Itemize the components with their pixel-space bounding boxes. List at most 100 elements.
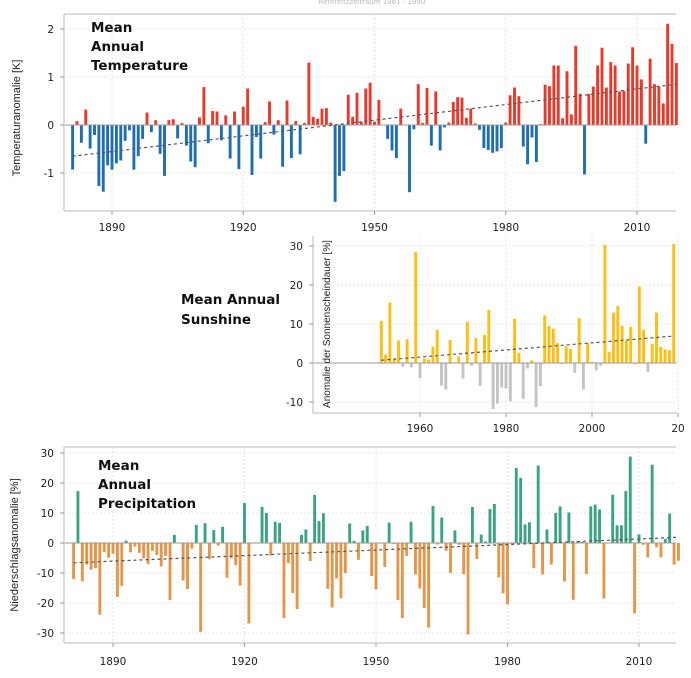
precipitation-trend [64,536,679,564]
temperature-title-line-2: Annual [91,39,144,55]
bar-temperature-1992 [556,65,560,125]
bar-temperature-1929 [281,125,285,167]
x-tick-label: 2000 [579,423,606,435]
bar-sunshine-1955 [397,340,400,363]
bar-precipitation-1917 [229,543,233,558]
bar-temperature-1986 [530,125,534,138]
bar-sunshine-2016 [659,347,663,363]
x-tick-label: 2010 [626,656,653,668]
bar-precipitation-1903 [168,543,172,600]
x-tick-label: 20 [671,423,684,435]
bar-sunshine-2010 [633,363,637,365]
bar-precipitation-1990 [549,543,553,565]
bar-temperature-1989 [543,84,547,125]
bar-sunshine-2013 [646,363,650,372]
bar-temperature-1958 [408,125,411,193]
bar-temperature-1978 [495,125,499,152]
bar-temperature-1910 [198,117,201,125]
bar-sunshine-2018 [667,350,671,363]
bar-precipitation-1898 [146,543,150,564]
bar-temperature-1907 [184,125,188,146]
bar-temperature-1909 [193,125,197,168]
bar-temperature-1930 [285,100,289,125]
y-tick-label: 2 [47,24,54,36]
bar-temperature-1975 [482,125,486,149]
bar-precipitation-1970 [462,543,466,575]
bar-precipitation-1901 [159,543,163,567]
bar-precipitation-1961 [422,543,426,609]
bar-temperature-1996 [574,45,578,125]
bar-sunshine-1961 [422,358,426,363]
bar-sunshine-1960 [418,363,422,379]
x-tick-label: 1980 [494,656,521,668]
x-tick-label: 1920 [230,222,257,234]
bar-temperature-1881 [71,125,75,170]
bar-temperature-1936 [311,116,315,125]
sunshine-grid [313,236,679,413]
bar-temperature-2006 [618,91,621,125]
bar-temperature-1890 [110,125,114,170]
bar-precipitation-2015 [659,543,663,558]
bar-sunshine-2000 [590,361,594,363]
bar-precipitation-1973 [475,543,479,559]
bar-temperature-1919 [237,125,241,170]
bar-temperature-1999 [587,93,591,125]
bar-temperature-1945 [351,116,355,125]
bar-temperature-1991 [552,65,556,125]
y-tick-label: -30 [37,628,54,640]
bar-precipitation-1897 [142,543,146,559]
bar-precipitation-2004 [611,494,615,543]
y-tick-label: -10 [286,397,303,409]
bar-temperature-1898 [145,112,149,125]
bar-precipitation-1952 [383,543,387,567]
bar-sunshine-1962 [427,359,431,363]
bar-sunshine-2001 [594,363,598,371]
precipitation-title-line-3: Precipitation [98,496,196,512]
bar-precipitation-1964 [435,543,439,545]
bar-precipitation-1930 [286,543,290,564]
bar-temperature-1903 [167,120,171,125]
bar-precipitation-1945 [352,540,356,543]
bar-temperature-1884 [84,109,88,125]
bar-sunshine-1982 [513,318,517,363]
bar-temperature-1954 [390,125,394,151]
y-tick-label: 10 [41,508,54,520]
bar-temperature-1968 [451,101,455,125]
bar-precipitation-1928 [278,522,282,543]
x-tick-label: 1890 [99,222,126,234]
bar-precipitation-1974 [479,534,483,543]
bar-sunshine-1964 [435,329,439,363]
bar-precipitation-1931 [291,543,295,594]
bar-precipitation-1933 [300,534,303,543]
bar-precipitation-1944 [348,523,352,543]
bar-sunshine-1973 [474,338,478,363]
bar-temperature-1970 [460,97,464,125]
bar-precipitation-1950 [374,543,378,590]
bar-precipitation-2005 [615,525,619,543]
bar-precipitation-1919 [238,543,242,586]
bar-precipitation-1925 [264,513,268,543]
bar-temperature-2015 [657,86,661,125]
bar-precipitation-1994 [567,512,571,543]
bar-temperature-1889 [106,125,110,166]
bar-precipitation-1914 [216,543,220,546]
bar-temperature-1997 [578,93,582,125]
bar-precipitation-2012 [646,543,650,558]
bar-precipitation-1959 [414,543,417,575]
bar-sunshine-1952 [384,354,388,363]
sunshine-title-line-1: Mean Annual [181,292,280,308]
bar-precipitation-1907 [186,543,189,589]
bar-temperature-1967 [447,122,451,125]
bar-sunshine-2012 [642,329,646,363]
sunshine-axes: -10 0 10 20 30 1960 1980 2000 20 [286,236,685,435]
bar-temperature-1937 [316,118,320,125]
bar-precipitation-1987 [536,465,540,543]
bar-temperature-1993 [561,118,565,125]
bar-precipitation-1953 [387,522,391,543]
x-tick-label: 1960 [407,423,434,435]
bar-sunshine-1979 [500,363,504,388]
bar-sunshine-1957 [405,339,409,363]
bar-precipitation-1962 [427,543,431,628]
y-tick-label: -20 [37,598,54,610]
bar-temperature-1887 [97,125,101,186]
